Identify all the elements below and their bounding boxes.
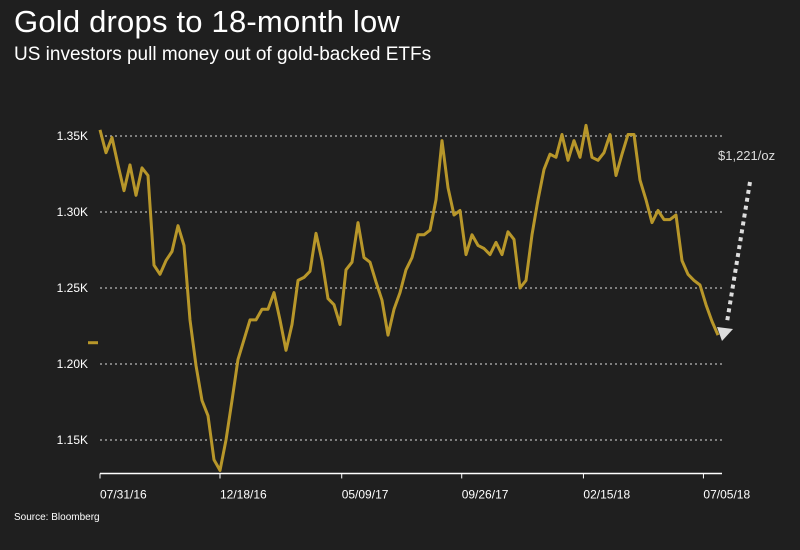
- y-tick-label: 1.30K: [57, 205, 88, 219]
- y-tick-label: 1.20K: [57, 357, 88, 371]
- x-tick-label: 12/18/16: [220, 487, 267, 501]
- annotation-arrow-head-icon: [717, 327, 733, 341]
- annotation-label: $1,221/oz: [718, 148, 775, 163]
- chart-title: Gold drops to 18-month low: [14, 4, 401, 39]
- x-tick-label: 05/09/17: [342, 487, 389, 501]
- x-tick-label: 07/31/16: [100, 487, 147, 501]
- y-tick-label: 1.15K: [57, 433, 88, 447]
- y-tick-label: 1.25K: [57, 281, 88, 295]
- source-note: Source: Bloomberg: [14, 512, 100, 523]
- annotation-arrow-shaft: [725, 181, 752, 323]
- x-tick-label: 09/26/17: [462, 487, 509, 501]
- y-tick-label: 1.35K: [57, 129, 88, 143]
- x-tick-label: 07/05/18: [703, 487, 750, 501]
- x-tick-label: 02/15/18: [583, 487, 630, 501]
- gold-price-line: [98, 123, 720, 472]
- chart-subtitle: US investors pull money out of gold-back…: [14, 44, 432, 65]
